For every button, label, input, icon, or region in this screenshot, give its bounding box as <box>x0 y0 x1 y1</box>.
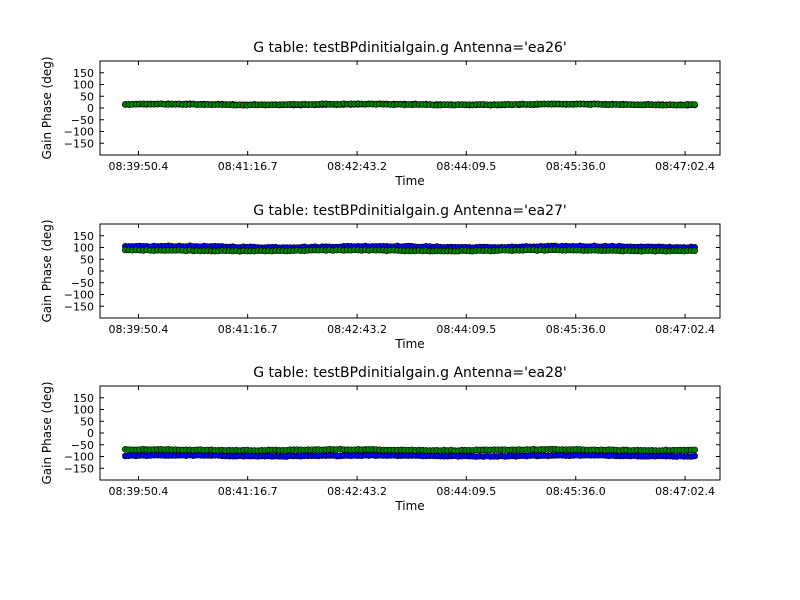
y-tick-label: −150 <box>64 462 94 475</box>
y-tick-label: 100 <box>73 242 94 255</box>
panel-ea26: G table: testBPdinitialgain.g Antenna='e… <box>40 40 721 188</box>
data-point <box>691 452 698 460</box>
y-axis-label: Gain Phase (deg) <box>40 56 54 159</box>
y-axis-label: Gain Phase (deg) <box>40 219 54 322</box>
x-tick-label: 08:41:16.7 <box>218 160 278 173</box>
x-tick-label: 08:42:43.2 <box>327 485 387 498</box>
y-tick-label: −150 <box>64 300 94 313</box>
series-0 <box>122 451 698 460</box>
x-tick-label: 08:47:02.4 <box>655 160 715 173</box>
x-axis-label: Time <box>394 499 424 513</box>
chart-title: G table: testBPdinitialgain.g Antenna='e… <box>253 365 567 381</box>
y-tick-label: 50 <box>80 90 94 103</box>
ticks: 08:39:50.4 08:41:16.7 08:42:43.2 08:44:09.5… <box>64 224 720 336</box>
y-tick-label: 50 <box>80 415 94 428</box>
y-tick-label: 50 <box>80 253 94 266</box>
y-tick-label: −100 <box>64 126 94 139</box>
panel-ea27: G table: testBPdinitialgain.g Antenna='e… <box>40 203 721 351</box>
data-points <box>122 445 698 460</box>
chart-title: G table: testBPdinitialgain.g Antenna='e… <box>253 203 567 219</box>
y-tick-label: −50 <box>71 277 94 290</box>
x-tick-label: 08:39:50.4 <box>109 160 169 173</box>
x-axis-label: Time <box>394 337 424 351</box>
y-tick-label: −50 <box>71 439 94 452</box>
data-point <box>691 446 698 454</box>
data-points <box>122 100 698 109</box>
y-tick-label: 150 <box>73 230 94 243</box>
x-tick-label: 08:47:02.4 <box>655 485 715 498</box>
x-tick-label: 08:39:50.4 <box>109 485 169 498</box>
x-tick-label: 08:47:02.4 <box>655 323 715 336</box>
y-tick-label: −150 <box>64 137 94 150</box>
x-tick-label: 08:44:09.5 <box>436 485 496 498</box>
chart-title: G table: testBPdinitialgain.g Antenna='e… <box>253 40 567 56</box>
series-1 <box>122 445 698 454</box>
x-tick-label: 08:39:50.4 <box>109 323 169 336</box>
data-point <box>691 101 698 108</box>
plot-frame <box>99 385 721 481</box>
y-tick-label: 150 <box>73 67 94 80</box>
ticks: 08:39:50.4 08:41:16.7 08:42:43.2 08:44:09.5… <box>64 61 720 173</box>
y-tick-label: −100 <box>64 289 94 302</box>
y-tick-label: −100 <box>64 451 94 464</box>
ticks: 08:39:50.4 08:41:16.7 08:42:43.2 08:44:09.5… <box>64 386 720 498</box>
x-tick-label: 08:45:36.0 <box>546 160 606 173</box>
x-tick-label: 08:42:43.2 <box>327 160 387 173</box>
series-1 <box>122 100 698 109</box>
x-tick-label: 08:41:16.7 <box>218 323 278 336</box>
y-tick-label: 100 <box>73 404 94 417</box>
x-tick-label: 08:42:43.2 <box>327 323 387 336</box>
y-tick-label: −50 <box>71 114 94 127</box>
plot-frame <box>99 60 721 156</box>
x-tick-label: 08:45:36.0 <box>546 485 606 498</box>
data-points <box>122 242 698 255</box>
y-tick-label: 150 <box>73 392 94 405</box>
data-point <box>691 247 698 255</box>
y-tick-label: 0 <box>87 102 94 115</box>
series-1 <box>122 246 698 255</box>
x-axis-label: Time <box>394 174 424 188</box>
x-tick-label: 08:44:09.5 <box>436 323 496 336</box>
x-tick-label: 08:44:09.5 <box>436 160 496 173</box>
y-tick-label: 0 <box>87 265 94 278</box>
plot-frame <box>99 223 721 319</box>
x-tick-label: 08:45:36.0 <box>546 323 606 336</box>
y-tick-label: 0 <box>87 427 94 440</box>
x-tick-label: 08:41:16.7 <box>218 485 278 498</box>
y-axis-label: Gain Phase (deg) <box>40 381 54 484</box>
panel-ea28: G table: testBPdinitialgain.g Antenna='e… <box>40 365 721 513</box>
y-tick-label: 100 <box>73 79 94 92</box>
